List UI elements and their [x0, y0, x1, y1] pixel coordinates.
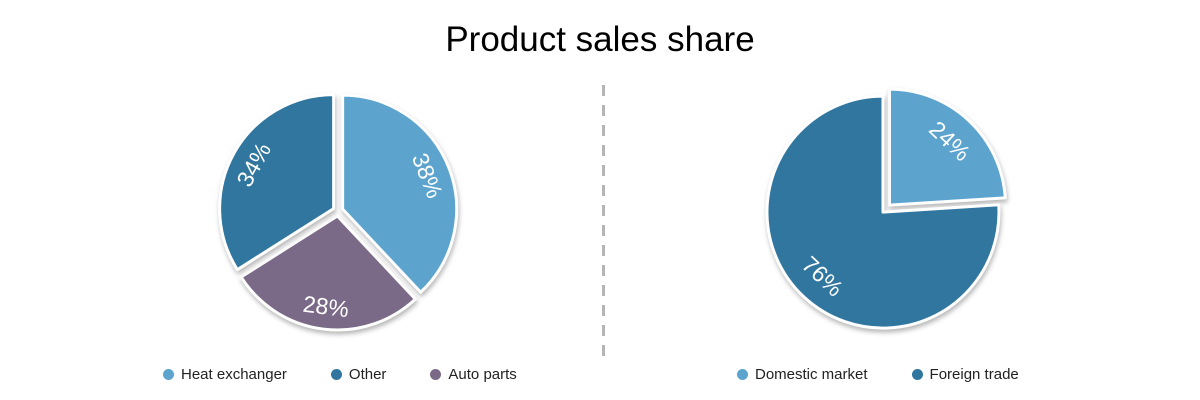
legend-dot-icon — [737, 369, 748, 380]
product-pie-svg: 38%28%34% — [218, 93, 459, 332]
pie-slice-heat-exchanger[interactable] — [341, 93, 459, 294]
legend-dot-icon — [330, 369, 342, 380]
legend-item-auto-parts[interactable]: Auto parts — [430, 366, 517, 383]
pie-slice-other[interactable] — [218, 93, 336, 272]
legend-item-other[interactable]: Other — [330, 366, 387, 383]
page-title: Product sales share — [445, 20, 755, 59]
legend-item-foreign-trade[interactable]: Foreign trade — [911, 366, 1019, 383]
legend-item-domestic-market[interactable]: Domestic market — [737, 366, 868, 383]
pie-slice-domestic-market[interactable] — [887, 87, 1007, 207]
legend-market-pie: Domestic market Foreign trade — [737, 366, 1019, 383]
divider-dashed-line — [602, 85, 605, 362]
market-pie-svg: 24%76% — [765, 87, 1007, 330]
legend-label: Heat exchanger — [181, 366, 287, 383]
legend-product-pie: Heat exchanger Other Auto parts — [163, 366, 517, 383]
pie-slice-auto-parts[interactable] — [239, 214, 417, 332]
legend-label: Auto parts — [448, 366, 517, 383]
legend-label: Domestic market — [755, 366, 868, 383]
pie-slice-foreign-trade[interactable] — [765, 94, 1001, 330]
legend-label: Foreign trade — [929, 366, 1019, 383]
legend-dot-icon — [163, 369, 174, 380]
legend-item-heat-exchanger[interactable]: Heat exchanger — [163, 366, 287, 383]
legend-label: Other — [348, 366, 387, 383]
legend-dot-icon — [911, 369, 923, 380]
legend-dot-icon — [430, 369, 442, 380]
